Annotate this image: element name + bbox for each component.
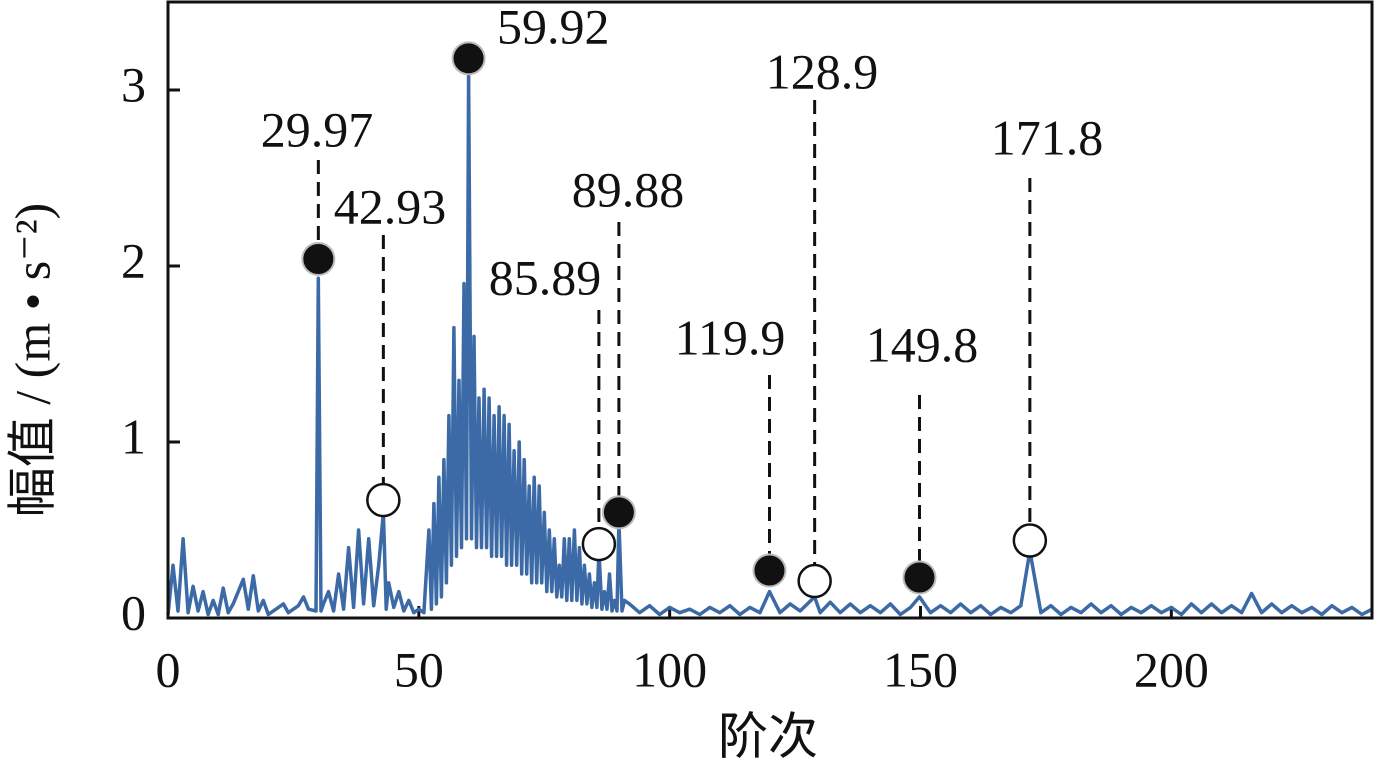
y-axis-label: 幅值 / (m • s⁻²) [4,203,60,517]
open-marker [797,563,832,599]
peak-label: 29.97 [261,101,374,157]
x-tick-label: 150 [883,641,958,697]
filled-marker [752,553,787,588]
peak-label: 59.92 [497,0,610,54]
peak-label: 128.9 [766,43,879,99]
y-tick-label: 0 [121,584,146,640]
y-tick-label: 1 [121,408,146,464]
open-marker [581,526,617,562]
x-tick-label: 200 [1134,641,1209,697]
y-tick-label: 2 [121,232,146,288]
filled-marker [902,560,937,595]
peak-label: 89.88 [572,161,685,217]
peak-label: 171.8 [991,109,1104,165]
x-tick-label: 100 [632,641,707,697]
x-tick-label: 50 [394,641,444,697]
x-axis-label: 阶次 [718,708,818,764]
open-marker [366,482,401,518]
peak-label: 119.9 [675,309,786,365]
y-tick-label: 3 [121,56,146,112]
peak-label: 149.8 [866,316,979,372]
filled-marker [451,41,486,76]
peak-label: 42.93 [334,178,447,234]
x-tick-label: 0 [156,641,181,697]
plot-frame [166,0,1374,620]
filled-marker [301,241,336,276]
open-marker [1012,523,1048,558]
peak-label: 85.89 [489,249,602,305]
filled-marker [601,495,636,530]
